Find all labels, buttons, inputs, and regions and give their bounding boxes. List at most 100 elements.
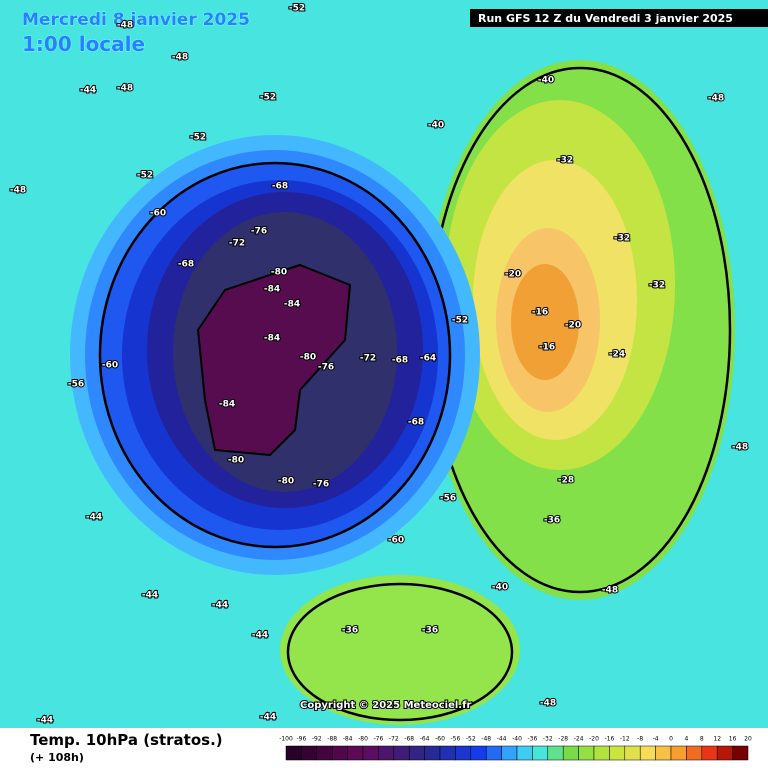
contour-label: -52: [289, 4, 305, 14]
scale-label: 16: [729, 736, 737, 743]
contour-label: -64: [420, 354, 436, 364]
scale-swatch: [455, 745, 472, 761]
contour-label: -36: [422, 626, 438, 636]
contour-label: -24: [609, 350, 625, 360]
scale-label: -36: [527, 736, 537, 743]
contour-label: -76: [313, 480, 329, 490]
contour-labels: -52-48-48-44 -48-52-52-52-68-60-68-72-76-…: [9, 3, 749, 727]
scale-label: -80: [358, 736, 368, 743]
contour-label: -80: [228, 456, 244, 466]
contour-label: -80: [271, 268, 287, 278]
scale-swatch: [639, 745, 656, 761]
scale-swatch: [701, 745, 718, 761]
scale-swatch: [393, 745, 410, 761]
contour-label: -60: [388, 536, 404, 546]
scale-label: 0: [669, 736, 673, 743]
scale-swatch: [301, 745, 318, 761]
contour-label: -72: [229, 239, 245, 249]
copyright: Copyright © 2025 Meteociel.fr: [300, 700, 471, 711]
scale-label: -20: [589, 736, 599, 743]
contour: [286, 582, 514, 722]
scale-label: -28: [558, 736, 568, 743]
contour-label: -56: [68, 380, 84, 390]
scale-swatch: [501, 745, 518, 761]
contour-label: -52: [452, 316, 468, 326]
scale-label: -64: [420, 736, 430, 743]
scale-label: -24: [574, 736, 584, 743]
scale-label: -96: [296, 736, 306, 743]
contour-label: -48: [732, 443, 748, 453]
contour-label: -32: [614, 234, 630, 244]
contour-label: -48: [117, 21, 133, 31]
contour-label: -84: [264, 285, 280, 295]
scale-label: -76: [373, 736, 383, 743]
contour-label: -60: [102, 361, 118, 371]
contour-label: -44: [86, 513, 102, 523]
contour-label: -84: [264, 334, 280, 344]
scale-swatch: [516, 745, 533, 761]
contour-label: -44: [260, 713, 276, 723]
contour-label: -68: [408, 418, 424, 428]
contour-label: -44: [252, 631, 268, 641]
scale-label: -48: [481, 736, 491, 743]
contour-label: -80: [300, 353, 316, 363]
contour-label: -48: [602, 586, 618, 596]
scale-label: -12: [620, 736, 630, 743]
run-info: Run GFS 12 Z du Vendredi 3 janvier 2025: [478, 12, 733, 25]
contour-label: -36: [544, 516, 560, 526]
scale-label: -88: [327, 736, 337, 743]
contour-label: -44: [80, 86, 96, 96]
contour-label: -48: [172, 53, 188, 63]
scale-label: -16: [604, 736, 614, 743]
contour-label: -68: [392, 356, 408, 366]
scale-label: -72: [389, 736, 399, 743]
contour-label: -84: [284, 300, 300, 310]
contour-label: -76: [251, 227, 267, 237]
scale-swatch: [408, 745, 425, 761]
field-title: Temp. 10hPa (stratos.): [30, 731, 223, 749]
scale-swatch: [562, 745, 579, 761]
contour-label: -44: [142, 591, 158, 601]
temp-zone: [280, 575, 520, 725]
contour-label: -52: [260, 93, 276, 103]
contour-label: -32: [649, 281, 665, 291]
contour-label: -32: [557, 156, 573, 166]
scale-label: -40: [512, 736, 522, 743]
contour-label: -80: [278, 477, 294, 487]
scale-swatch: [485, 745, 502, 761]
scale-swatch: [670, 745, 687, 761]
run-box: [470, 9, 768, 27]
contour-label: -36: [342, 626, 358, 636]
scale-label: 4: [684, 736, 688, 743]
scale-swatch: [470, 745, 487, 761]
scale-swatch: [732, 745, 749, 761]
contour-label: -20: [565, 321, 581, 331]
scale-swatch: [532, 745, 549, 761]
contour-label: -52: [190, 133, 206, 143]
contour-label: -48: [117, 84, 133, 94]
scale-label: -44: [497, 736, 507, 743]
contour-label: -16: [539, 343, 555, 353]
scale-label: -4: [653, 736, 659, 743]
contour-label: -60: [150, 209, 166, 219]
scale-swatch: [655, 745, 672, 761]
temp-zone: [511, 264, 579, 380]
scale-label: -92: [312, 736, 322, 743]
scale-label: -32: [543, 736, 553, 743]
contour-label: -48: [10, 186, 26, 196]
scale-label: -56: [450, 736, 460, 743]
scale-swatch: [716, 745, 733, 761]
contour-label: -40: [538, 76, 554, 86]
scale-swatch: [686, 745, 703, 761]
contour-label: -84: [219, 400, 235, 410]
scale-swatch: [624, 745, 641, 761]
temp-zone: [196, 263, 352, 457]
scale-label: -100: [279, 736, 293, 743]
scale-swatch: [439, 745, 456, 761]
contour-label: -44: [212, 601, 228, 611]
contour-label: -76: [318, 363, 334, 373]
scale-label: -60: [435, 736, 445, 743]
contour-label: -48: [540, 699, 556, 709]
